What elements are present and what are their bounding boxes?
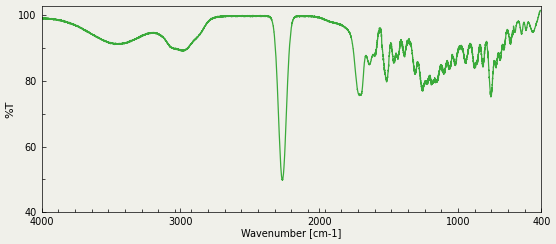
X-axis label: Wavenumber [cm-1]: Wavenumber [cm-1] [241,228,341,238]
Y-axis label: %T: %T [6,100,16,118]
